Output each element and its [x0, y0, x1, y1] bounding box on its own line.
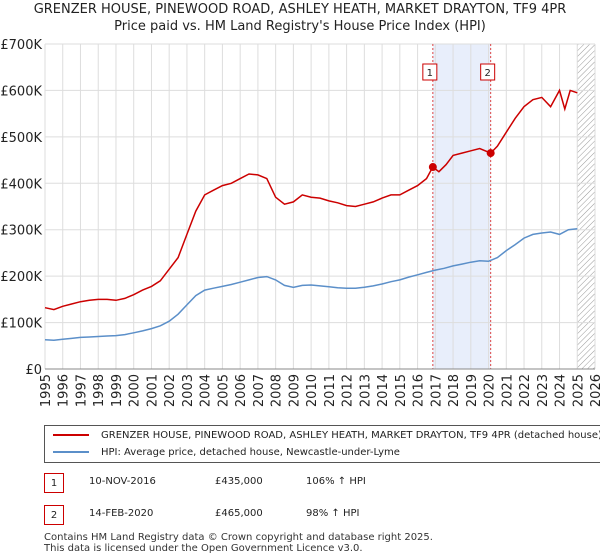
x-tick-label: 2003	[181, 374, 196, 407]
x-tick-label: 2008	[270, 374, 285, 407]
legend-label-property: GRENZER HOUSE, PINEWOOD ROAD, ASHLEY HEA…	[101, 429, 600, 441]
plot-area	[45, 44, 595, 369]
sale-date: 14-FEB-2020	[89, 508, 154, 519]
legend-label-hpi: HPI: Average price, detached house, Newc…	[101, 446, 400, 458]
x-tick-label: 2014	[376, 374, 391, 407]
x-tick-label: 2005	[216, 374, 231, 407]
x-tick-label: 2021	[500, 374, 515, 407]
y-tick-label: £600K	[0, 84, 42, 99]
sale-point	[428, 163, 437, 172]
sale-hpi-change: 98% ↑ HPI	[306, 508, 360, 519]
sale-marker-label: 1	[427, 68, 433, 79]
x-tick-label: 1999	[110, 374, 125, 407]
x-tick-label: 2024	[554, 374, 569, 407]
sale-marker-box	[480, 63, 496, 81]
sale-period-highlight	[432, 44, 491, 369]
legend-line-hpi	[53, 451, 89, 453]
footer-line-2: This data is licensed under the Open Gov…	[44, 543, 363, 554]
sale-price: £435,000	[215, 476, 263, 487]
sale-point	[486, 149, 495, 158]
y-tick-label: £200K	[0, 270, 42, 285]
x-tick-label: 2001	[145, 374, 160, 407]
legend-item-property: GRENZER HOUSE, PINEWOOD ROAD, ASHLEY HEA…	[53, 427, 600, 443]
sale-number-badge: 2	[44, 505, 64, 525]
sale-marker-label: 2	[484, 68, 490, 79]
x-tick-label: 2010	[305, 374, 320, 407]
y-tick-label: £0	[25, 363, 42, 378]
x-tick-label: 2006	[234, 374, 249, 407]
x-tick-label: 1998	[92, 374, 107, 407]
x-tick-label: 2016	[412, 374, 427, 407]
x-tick-label: 2000	[128, 374, 143, 407]
x-tick-label: 2012	[341, 374, 356, 407]
legend-item-hpi: HPI: Average price, detached house, Newc…	[53, 444, 400, 460]
x-tick-label: 1997	[74, 374, 89, 407]
x-tick-label: 2026	[589, 374, 600, 407]
y-tick-label: £300K	[0, 224, 42, 239]
sale-price: £465,000	[215, 508, 263, 519]
x-tick-label: 2004	[199, 374, 214, 407]
x-tick-label: 2013	[358, 374, 373, 407]
x-tick-label: 2025	[571, 374, 586, 407]
x-tick-label: 2015	[394, 374, 409, 407]
x-tick-label: 2020	[483, 374, 498, 407]
sale-number-badge: 1	[44, 473, 64, 493]
x-tick-label: 1995	[39, 374, 54, 407]
price-chart: £0 £100K £200K £300K £400K £500K £600K £700K 199…	[0, 38, 600, 407]
x-tick-label: 1996	[57, 374, 72, 407]
footer-line-1: Contains HM Land Registry data © Crown c…	[44, 532, 433, 543]
x-tick-label: 2011	[323, 374, 338, 407]
x-tick-label: 2018	[447, 374, 462, 407]
y-tick-label: £500K	[0, 131, 42, 146]
legend-line-property	[53, 434, 89, 436]
chart-legend: GRENZER HOUSE, PINEWOOD ROAD, ASHLEY HEA…	[44, 425, 600, 463]
x-tick-label: 2022	[518, 374, 533, 407]
series-line-property	[44, 88, 578, 311]
series-line-hpi	[44, 228, 578, 341]
x-tick-label: 2023	[536, 374, 551, 407]
sale-marker-box	[422, 63, 438, 81]
footer-attribution: Contains HM Land Registry data © Crown c…	[44, 532, 433, 554]
x-tick-label: 2002	[163, 374, 178, 407]
sale-hpi-change: 106% ↑ HPI	[306, 476, 366, 487]
chart-title-line2: Price paid vs. HM Land Registry's House …	[114, 19, 486, 34]
y-tick-label: £700K	[0, 38, 42, 53]
x-tick-label: 2007	[252, 374, 267, 407]
sale-date: 10-NOV-2016	[89, 476, 156, 487]
x-tick-label: 2017	[429, 374, 444, 407]
y-tick-label: £100K	[0, 317, 42, 332]
forecast-hatch-region	[577, 44, 595, 369]
y-tick-label: £400K	[0, 177, 42, 192]
x-tick-label: 2009	[287, 374, 302, 407]
x-tick-label: 2019	[465, 374, 480, 407]
chart-title-line1: GRENZER HOUSE, PINEWOOD ROAD, ASHLEY HEA…	[33, 2, 567, 17]
